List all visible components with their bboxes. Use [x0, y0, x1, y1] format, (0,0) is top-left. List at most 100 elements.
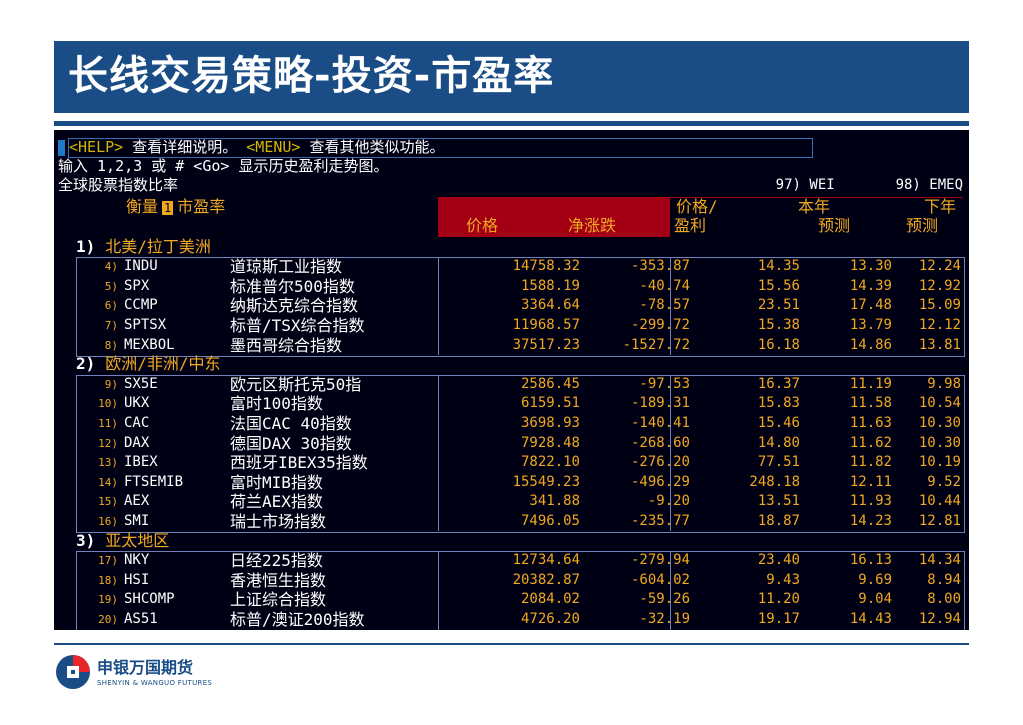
- region-name: 欧洲/非洲/中东: [105, 354, 221, 374]
- logo-mark-icon: [56, 655, 90, 689]
- help-tag[interactable]: <HELP>: [69, 138, 124, 156]
- measure-selector[interactable]: 衡量 1 市盈率: [126, 198, 225, 216]
- index-row[interactable]: 13) IBEX 西班牙IBEX35指数 7822.10 -276.20 77.51 11.…: [76, 453, 963, 473]
- index-ticker[interactable]: FTSEMIB: [124, 473, 184, 490]
- region-header[interactable]: 1) 北美/拉丁美洲: [76, 237, 211, 256]
- index-ticker[interactable]: UKX: [124, 395, 150, 412]
- index-row[interactable]: 18) HSI 香港恒生指数 20382.87 -604.02 9.43 9.69 8.94: [76, 571, 963, 591]
- region-table-box: [76, 374, 965, 534]
- index-ticker[interactable]: SMI: [124, 512, 150, 529]
- region-number: 2): [76, 354, 96, 374]
- index-change: -59.26: [639, 591, 690, 608]
- index-change: -299.72: [630, 316, 690, 333]
- index-ticker[interactable]: MEXBOL: [124, 336, 175, 353]
- index-row[interactable]: 12) DAX 德国DAX 30指数 7928.48 -268.60 14.80 11.62…: [76, 434, 963, 454]
- row-number[interactable]: 10): [98, 397, 118, 411]
- row-number[interactable]: 7): [104, 318, 118, 332]
- index-est-current: 11.19: [849, 375, 892, 392]
- row-number[interactable]: 14): [98, 475, 118, 489]
- index-name: 标普/TSX综合指数: [230, 315, 365, 335]
- index-row[interactable]: 16) SMI 瑞士市场指数 7496.05 -235.77 18.87 14.23 12.8…: [76, 512, 963, 532]
- row-number[interactable]: 8): [104, 338, 118, 352]
- index-row[interactable]: 7) SPTSX 标普/TSX综合指数 11968.57 -299.72 15.38 13.…: [76, 316, 963, 336]
- slide-title-bar: 长线交易策略-投资-市盈率: [54, 41, 969, 113]
- row-number[interactable]: 19): [98, 593, 118, 607]
- index-est-next: 15.09: [918, 297, 961, 314]
- row-number[interactable]: 20): [98, 612, 118, 626]
- index-ticker[interactable]: SPTSX: [124, 316, 167, 333]
- terminal-screen: <HELP> 查看详细说明。 <MENU> 查看其他类似功能。 输入 1,2,3…: [54, 130, 969, 630]
- index-row[interactable]: 5) SPX 标准普尔500指数 1588.19 -40.74 15.56 14.39 12.…: [76, 277, 963, 297]
- row-number[interactable]: 12): [98, 436, 118, 450]
- index-row[interactable]: 17) NKY 日经225指数 12734.64 -279.94 23.40 16.13 14…: [76, 551, 963, 571]
- nav-wei[interactable]: 97) WEI: [775, 177, 835, 193]
- index-name: 富时100指数: [230, 394, 323, 414]
- help-line: <HELP> 查看详细说明。 <MENU> 查看其他类似功能。: [58, 138, 445, 156]
- index-est-current: 14.86: [849, 336, 892, 353]
- index-price: 6159.51: [520, 395, 580, 412]
- index-row[interactable]: 9) SX5E 欧元区斯托克50指 2586.45 -97.53 16.37 11.19 9.…: [76, 375, 963, 395]
- header-next-line2: 预测: [906, 216, 939, 235]
- index-ticker[interactable]: IBEX: [124, 454, 158, 471]
- index-change: -78.57: [639, 297, 690, 314]
- header-highlight: [438, 197, 670, 237]
- index-est-next: 9.52: [927, 473, 961, 490]
- index-row[interactable]: 15) AEX 荷兰AEX指数 341.88 -9.20 13.51 11.93 10.44: [76, 492, 963, 512]
- index-price: 37517.23: [512, 336, 580, 353]
- index-est-current: 17.48: [849, 297, 892, 314]
- index-est-next: 12.12: [918, 316, 961, 333]
- index-ticker[interactable]: AEX: [124, 493, 150, 510]
- index-ticker[interactable]: HSI: [124, 571, 150, 588]
- index-pe: 15.83: [757, 395, 800, 412]
- index-row[interactable]: 6) CCMP 纳斯达克综合指数 3364.64 -78.57 23.51 17.48 15.…: [76, 296, 963, 316]
- row-number[interactable]: 11): [98, 416, 118, 430]
- index-change: -235.77: [630, 512, 690, 529]
- index-row[interactable]: 21)FSSTI海峡时报指数3070.54-62.7212.6113.8412.…: [76, 630, 963, 631]
- index-ticker[interactable]: SX5E: [124, 375, 158, 392]
- header-pe-line2: 盈利: [674, 216, 707, 235]
- row-number[interactable]: 6): [104, 299, 118, 313]
- row-number[interactable]: 17): [98, 554, 118, 568]
- row-number[interactable]: 16): [98, 514, 118, 528]
- index-row[interactable]: 19) SHCOMP 上证综合指数 2084.02 -59.26 11.20 9.04 8.0…: [76, 590, 963, 610]
- index-pe: 15.56: [757, 277, 800, 294]
- menu-text: 查看其他类似功能。: [309, 138, 445, 156]
- header-price: 价格: [466, 216, 499, 235]
- footer-divider: [54, 643, 969, 645]
- logo-text: 申银万国期货: [97, 658, 194, 677]
- index-name: 香港恒生指数: [230, 570, 327, 590]
- index-ticker[interactable]: INDU: [124, 258, 158, 275]
- region-header[interactable]: 3) 亚太地区: [76, 531, 169, 550]
- index-pe: 15.46: [757, 414, 800, 431]
- cursor-marker: [58, 139, 65, 156]
- region-header[interactable]: 2) 欧洲/非洲/中东: [76, 355, 221, 373]
- index-row[interactable]: 11) CAC 法国CAC 40指数 3698.93 -140.41 15.46 11.63…: [76, 414, 963, 434]
- index-pe: 19.17: [757, 610, 800, 627]
- row-number[interactable]: 18): [98, 573, 118, 587]
- index-name: 标准普尔500指数: [230, 276, 355, 296]
- header-change: 净涨跌: [568, 216, 617, 235]
- menu-tag[interactable]: <MENU>: [246, 138, 301, 156]
- row-number[interactable]: 13): [98, 456, 118, 470]
- index-ticker[interactable]: CCMP: [124, 297, 158, 314]
- index-row[interactable]: 4) INDU 道琼斯工业指数 14758.32 -353.87 14.35 13.30 12…: [76, 257, 963, 277]
- index-change: -9.20: [647, 493, 690, 510]
- index-row[interactable]: 10) UKX 富时100指数 6159.51 -189.31 15.83 11.58 10.…: [76, 394, 963, 414]
- measure-badge[interactable]: 1: [162, 200, 174, 215]
- index-ticker[interactable]: CAC: [124, 414, 150, 431]
- row-number[interactable]: 5): [104, 279, 118, 293]
- index-ticker[interactable]: SHCOMP: [124, 591, 175, 608]
- index-ticker[interactable]: NKY: [124, 552, 150, 569]
- index-ticker[interactable]: SPX: [124, 277, 150, 294]
- row-number[interactable]: 15): [98, 495, 118, 509]
- row-number[interactable]: 4): [104, 260, 118, 274]
- index-row[interactable]: 14) FTSEMIB 富时MIB指数 15549.23 -496.29 248.18 12…: [76, 473, 963, 493]
- index-row[interactable]: 8) MEXBOL 墨西哥综合指数 37517.23 -1527.72 16.18 14.8…: [76, 336, 963, 356]
- nav-emeq[interactable]: 98) EMEQ: [895, 177, 963, 193]
- index-row[interactable]: 20) AS51 标普/澳证200指数 4726.20 -32.19 19.17 14.43…: [76, 610, 963, 630]
- row-number[interactable]: 9): [104, 377, 118, 391]
- index-ticker[interactable]: AS51: [124, 610, 158, 627]
- index-price: 11968.57: [512, 316, 580, 333]
- index-price: 4726.20: [520, 610, 580, 627]
- index-ticker[interactable]: DAX: [124, 434, 150, 451]
